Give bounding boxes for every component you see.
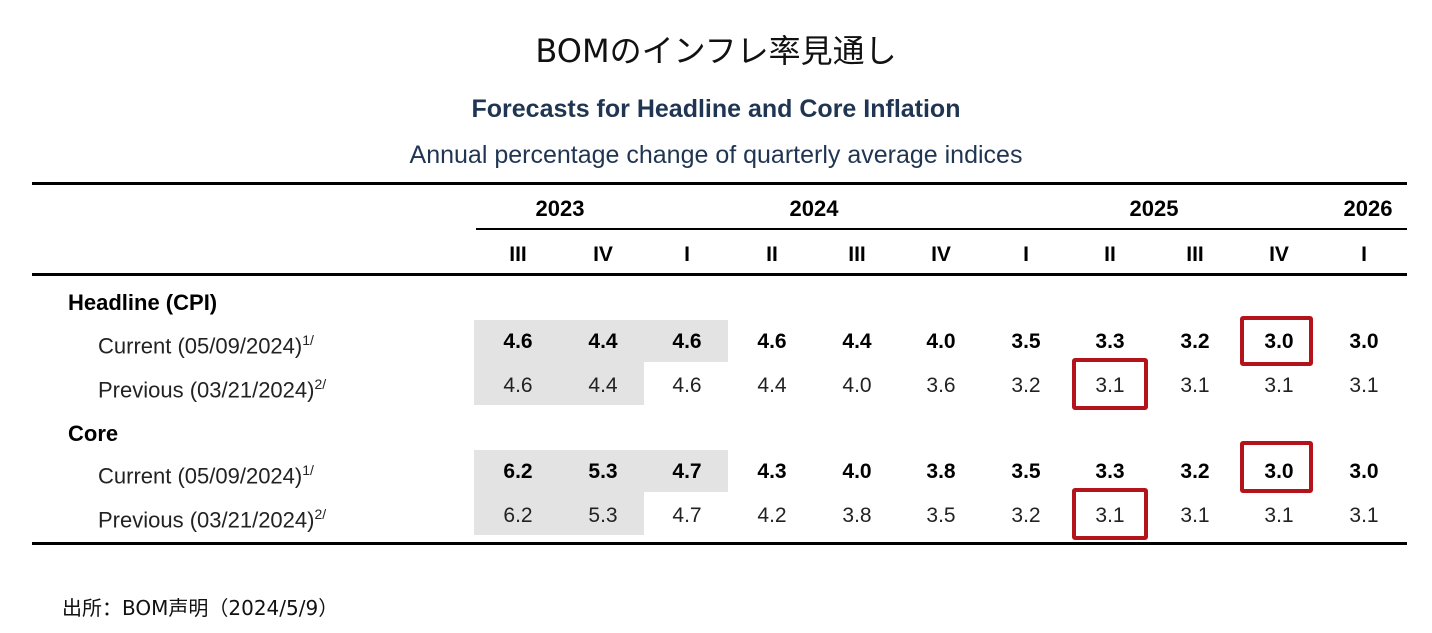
shade-headline-previous <box>474 362 644 405</box>
table-cell: 4.0 <box>926 330 956 353</box>
table-cell: 3.2 <box>1011 374 1041 397</box>
highlight-box-headline-current-2025q4 <box>1240 316 1313 366</box>
bottom-rule <box>32 542 1407 545</box>
table-cell: 3.8 <box>926 460 956 483</box>
table-cell: 3.5 <box>1011 330 1041 353</box>
quarter-header: III <box>509 243 527 266</box>
shade-headline-current <box>474 320 728 362</box>
highlight-box-core-previous-2025q2 <box>1072 488 1148 540</box>
year-2026: 2026 <box>1343 196 1393 221</box>
table-cell: 3.3 <box>1095 330 1125 353</box>
header-rule <box>32 273 1407 276</box>
table-cell: 3.0 <box>1264 330 1294 353</box>
quarter-header: I <box>1361 243 1367 266</box>
year-2023: 2023 <box>535 196 585 221</box>
table-title: Forecasts for Headline and Core Inflatio… <box>471 95 961 123</box>
shade-core-current <box>474 450 728 492</box>
table-cell: 4.6 <box>672 330 702 353</box>
quarter-header: IV <box>593 243 613 266</box>
table-cell: 4.7 <box>672 504 702 527</box>
table-cell: 4.4 <box>757 374 787 397</box>
quarter-header: III <box>848 243 866 266</box>
table-cell: 6.2 <box>503 460 533 483</box>
table-cell: 4.0 <box>842 460 872 483</box>
quarter-header: II <box>1104 243 1116 266</box>
table-cell: 3.1 <box>1095 374 1125 397</box>
table-cell: 3.1 <box>1349 374 1379 397</box>
row-label-core-previous: Previous (03/21/2024)2/ <box>98 506 327 533</box>
quarter-header: II <box>766 243 778 266</box>
table-cell: 3.5 <box>1011 460 1041 483</box>
table-cell: 3.0 <box>1264 460 1294 483</box>
table-cell: 3.6 <box>926 374 956 397</box>
quarter-header: IV <box>1269 243 1289 266</box>
table-cell: 5.3 <box>588 504 618 527</box>
highlight-box-core-current-2025q4 <box>1240 441 1313 493</box>
table-cell: 3.8 <box>842 504 872 527</box>
top-rule <box>32 182 1407 185</box>
source-note: 出所：BOM声明（2024/5/9） <box>62 596 339 620</box>
table-subtitle: Annual percentage change of quarterly av… <box>409 141 1023 169</box>
table-cell: 3.2 <box>1011 504 1041 527</box>
table-cell: 4.4 <box>588 374 618 397</box>
row-label-headline-current: Current (05/09/2024)1/ <box>98 332 314 359</box>
highlight-box-headline-previous-2025q2 <box>1072 358 1148 410</box>
quarter-header: III <box>1186 243 1204 266</box>
table-cell: 4.7 <box>672 460 702 483</box>
table-cell: 3.1 <box>1180 374 1210 397</box>
section-label-core: Core <box>68 421 119 446</box>
table-cell: 3.0 <box>1349 330 1379 353</box>
table-cell: 4.4 <box>842 330 872 353</box>
section-label-headline: Headline (CPI) <box>68 290 218 315</box>
row-label-headline-previous: Previous (03/21/2024)2/ <box>98 376 327 403</box>
table-cell: 4.2 <box>757 504 787 527</box>
table-cell: 4.3 <box>757 460 787 483</box>
page-title: BOMのインフレ率見通し <box>535 32 897 70</box>
table-cell: 3.2 <box>1180 330 1210 353</box>
table-cell: 4.0 <box>842 374 872 397</box>
table-cell: 3.1 <box>1264 504 1294 527</box>
year-2024: 2024 <box>789 196 839 221</box>
table-cell: 4.6 <box>503 330 533 353</box>
table-cell: 4.6 <box>503 374 533 397</box>
table-cell: 4.4 <box>588 330 618 353</box>
quarter-header: I <box>1023 243 1029 266</box>
quarter-header: IV <box>931 243 951 266</box>
year-2025: 2025 <box>1129 196 1179 221</box>
table-cell: 4.6 <box>672 374 702 397</box>
table-cell: 3.1 <box>1095 504 1125 527</box>
table-cell: 3.3 <box>1095 460 1125 483</box>
year-rule <box>476 228 1407 230</box>
table-cell: 6.2 <box>503 504 533 527</box>
table-cell: 3.2 <box>1180 460 1210 483</box>
table-cell: 5.3 <box>588 460 618 483</box>
table-cell: 3.1 <box>1349 504 1379 527</box>
table-cell: 3.0 <box>1349 460 1379 483</box>
table-cell: 4.6 <box>757 330 787 353</box>
shade-core-previous <box>474 492 644 535</box>
quarter-header: I <box>684 243 690 266</box>
table-cell: 3.1 <box>1180 504 1210 527</box>
table-cell: 3.5 <box>926 504 956 527</box>
row-label-core-current: Current (05/09/2024)1/ <box>98 462 314 489</box>
table-cell: 3.1 <box>1264 374 1294 397</box>
